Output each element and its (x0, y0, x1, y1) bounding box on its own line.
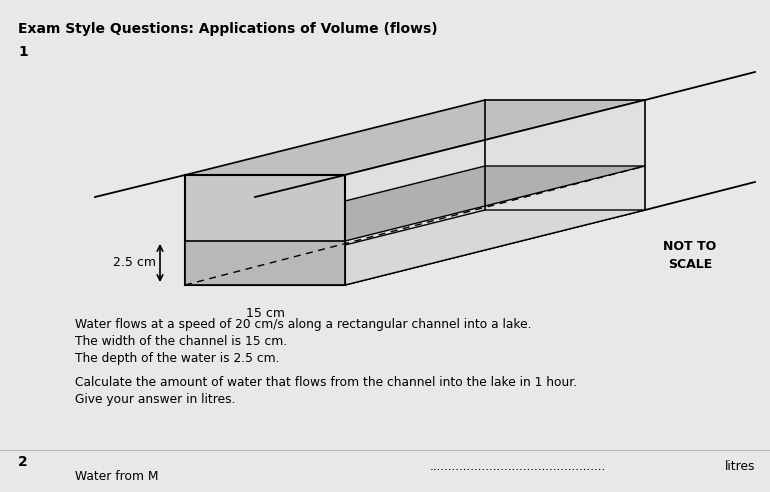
Text: 2: 2 (18, 455, 28, 469)
Text: The depth of the water is 2.5 cm.: The depth of the water is 2.5 cm. (75, 352, 280, 365)
Text: The width of the channel is 15 cm.: The width of the channel is 15 cm. (75, 335, 287, 348)
Text: Exam Style Questions: Applications of Volume (flows): Exam Style Questions: Applications of Vo… (18, 22, 437, 36)
Text: 1: 1 (18, 45, 28, 59)
Text: litres: litres (725, 461, 755, 473)
Text: Water flows at a speed of 20 cm/s along a rectangular channel into a lake.: Water flows at a speed of 20 cm/s along … (75, 318, 531, 331)
Polygon shape (185, 241, 345, 285)
Text: ...............................................: ........................................… (430, 461, 606, 473)
Text: Give your answer in litres.: Give your answer in litres. (75, 393, 236, 406)
Text: 2.5 cm: 2.5 cm (113, 256, 156, 270)
Text: NOT TO
SCALE: NOT TO SCALE (664, 240, 717, 271)
Text: 15 cm: 15 cm (246, 307, 284, 320)
Polygon shape (185, 166, 645, 241)
Polygon shape (185, 175, 345, 285)
Text: Water from M: Water from M (75, 469, 159, 483)
Polygon shape (345, 100, 645, 285)
Polygon shape (185, 100, 645, 175)
Polygon shape (185, 210, 645, 285)
Text: Calculate the amount of water that flows from the channel into the lake in 1 hou: Calculate the amount of water that flows… (75, 376, 578, 389)
